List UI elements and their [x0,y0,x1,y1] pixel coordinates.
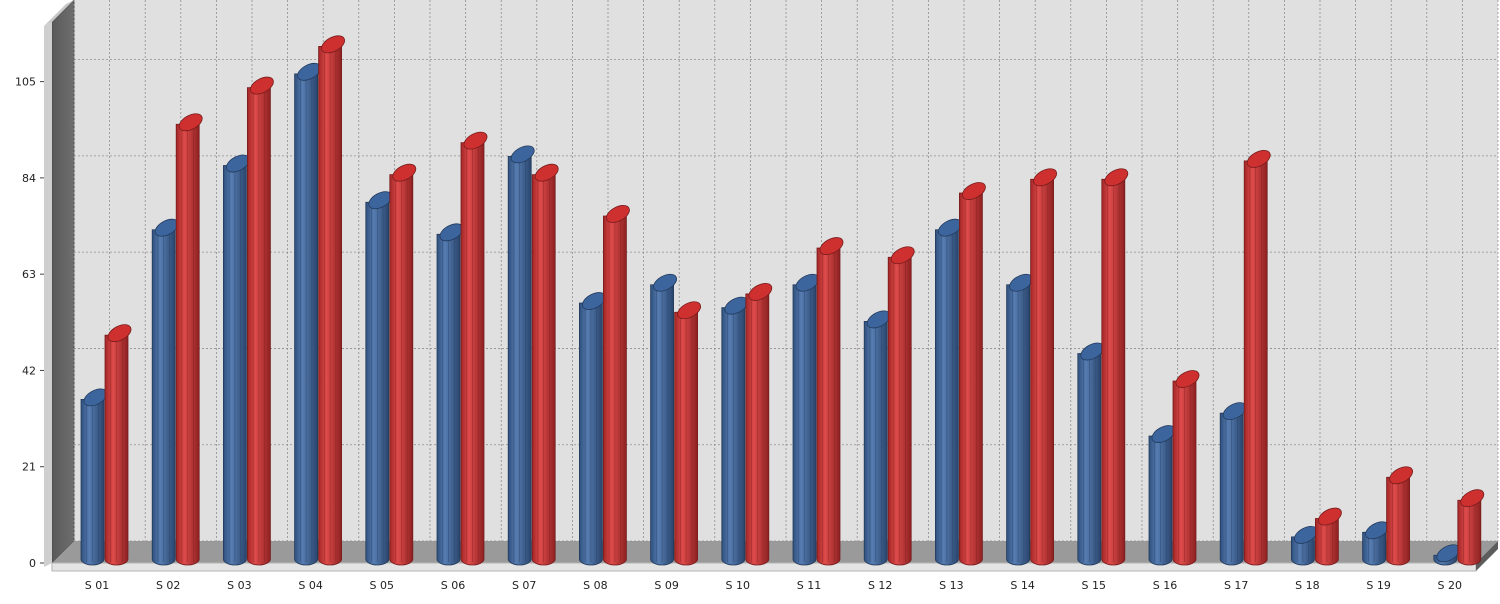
x-tick-label: S 13 [939,579,963,592]
y-tick-label: 105 [15,76,36,89]
x-tick-label: S 19 [1366,579,1390,592]
y-tick-label: 0 [29,557,36,570]
bar-s12-series-1 [863,310,891,566]
bar-s15-series-2 [1101,168,1129,566]
bar-s01-series-1 [80,388,108,566]
x-tick-label: S 09 [654,579,678,592]
bar-s20-series-2 [1457,489,1485,566]
x-tick-label: S 11 [797,579,821,592]
cylinder-cap [1317,507,1342,526]
cylinder-cap [463,131,488,150]
cylinder-cap [819,237,844,255]
left-wall-top-edge [44,0,74,26]
bar-s11-series-1 [792,273,820,566]
x-tick-label: S 07 [512,579,536,592]
bar-s10-series-1 [721,296,749,566]
x-tick-label: S 16 [1153,579,1177,592]
bar-s11-series-2 [816,237,844,566]
cylinder-cap [534,163,559,182]
y-tick-label: 84 [22,172,36,185]
x-tick-label: S 05 [370,579,394,592]
left-wall-side-edge [44,22,52,567]
x-tick-label: S 18 [1295,579,1319,592]
x-tick-label: S 14 [1010,579,1034,592]
cylinder-cap [748,282,773,301]
y-tick-label: 63 [22,268,36,281]
cylinder-cap [605,205,630,223]
cylinder-cap [1175,370,1200,388]
bar-s05-series-2 [389,163,417,566]
cylinder-cap [890,246,915,265]
bar-s17-series-1 [1219,402,1247,566]
bar-s02-series-1 [151,218,179,566]
bar-s09-series-2 [674,301,702,566]
bar-s19-series-2 [1386,466,1414,566]
bar-s18-series-1 [1291,525,1318,566]
bar-s13-series-2 [959,182,986,566]
bar-s01-series-2 [104,324,132,566]
cylinder-cap [1104,168,1129,187]
cylinder-cap [510,145,535,164]
bar-s18-series-2 [1315,507,1342,566]
bar-s15-series-1 [1077,342,1105,566]
floor-right-edge [1476,541,1498,571]
x-tick-label: S 03 [227,579,251,592]
cylinder-cap [961,182,986,200]
bar-s08-series-2 [603,205,630,566]
bar-s06-series-2 [460,131,488,566]
axis-labels: 0 21 42 63 84 105 S 01 S 02 S 03 S 04 S 05 S 06 S 07… [15,76,1462,592]
cylinder-cap [321,35,346,54]
x-tick-label: S 04 [298,579,322,592]
floor [52,541,1498,563]
bar-s17-series-2 [1243,150,1271,566]
cylinder-cap [677,301,702,320]
bar-s09-series-1 [650,273,678,566]
bar-s12-series-2 [887,246,915,566]
bar-s04-series-1 [294,62,322,566]
x-tick-label: S 08 [583,579,607,592]
bar-s14-series-2 [1030,168,1058,566]
bar-s07-series-2 [531,163,559,566]
cylinder-cap [1460,489,1485,508]
bar-s14-series-1 [1006,273,1034,566]
cylinder-cap [1389,466,1414,485]
bar-s10-series-2 [745,282,773,566]
bar-s04-series-2 [318,35,346,566]
bar-s16-series-2 [1172,370,1200,566]
bars [80,35,1485,566]
bar-s13-series-1 [935,218,962,566]
cylinder-cap [1246,150,1271,168]
cylinder-cap [107,324,132,343]
cylinder-cap [178,113,203,132]
left-wall [51,0,75,565]
x-tick-label: S 06 [441,579,465,592]
cylinder-cap [653,273,678,292]
x-tick-label: S 17 [1224,579,1248,592]
x-tick-label: S 15 [1082,579,1106,592]
cylinder-cap [1033,168,1058,187]
cylinder-cap [249,76,274,95]
x-tick-label: S 01 [85,579,109,592]
x-tick-label: S 10 [726,579,750,592]
x-tick-label: S 20 [1438,579,1462,592]
cylinder-cap [392,163,417,182]
bar-s07-series-1 [507,145,535,566]
y-tick-label: 42 [22,364,36,377]
bar-s03-series-2 [247,76,274,566]
x-tick-label: S 02 [156,579,180,592]
bar-s08-series-1 [579,292,606,566]
bar-s02-series-2 [175,113,203,566]
bar-s06-series-1 [436,223,464,566]
x-tick-label: S 12 [868,579,892,592]
y-tick-label: 21 [22,461,36,474]
bar-s16-series-1 [1148,425,1176,566]
